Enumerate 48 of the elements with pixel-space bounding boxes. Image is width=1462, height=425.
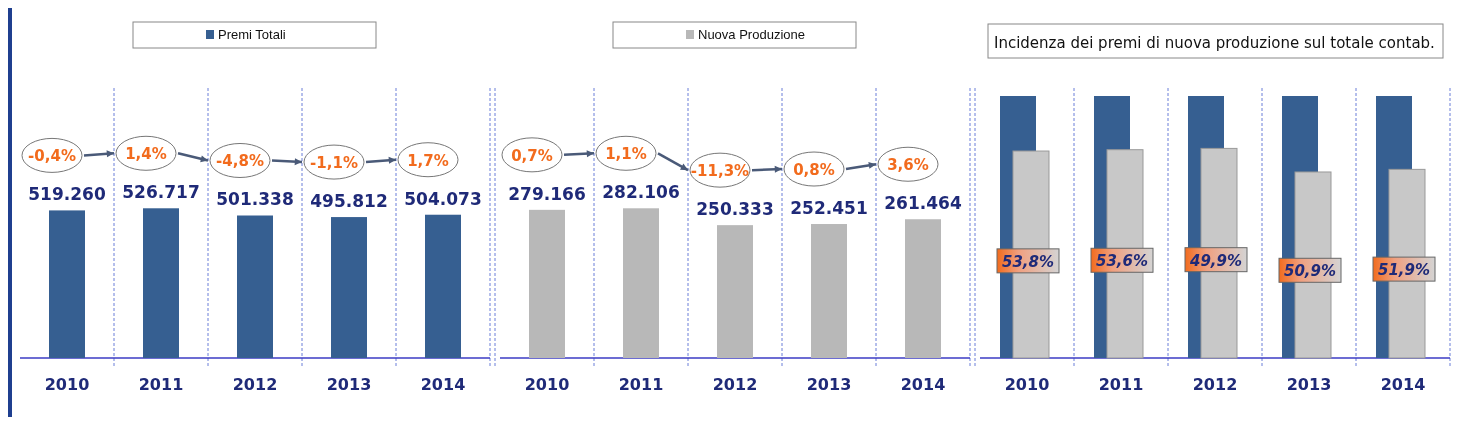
bar	[331, 217, 367, 358]
x-tick-label: 2013	[806, 375, 852, 394]
data-label: 526.717	[122, 182, 200, 203]
legend-label: Premi Totali	[218, 27, 286, 42]
text: -4,8%	[216, 152, 264, 171]
bar	[237, 215, 273, 358]
text: 3,6%	[887, 156, 929, 175]
text: 1,4%	[125, 145, 167, 164]
annotation: 53,8%	[1001, 252, 1055, 271]
data-label: 501.338	[216, 189, 294, 210]
x-tick-label: 2013	[1286, 375, 1332, 394]
x-tick-label: 2012	[1192, 375, 1238, 394]
x-tick-label: 2012	[712, 375, 758, 394]
text: -11,3%	[690, 162, 750, 181]
x-tick-label: 2011	[1098, 375, 1144, 394]
annotation: 50,9%	[1283, 262, 1337, 281]
bar	[425, 214, 461, 358]
data-label: 519.260	[28, 184, 106, 205]
bar	[143, 208, 179, 358]
data-label: 495.812	[310, 191, 388, 212]
x-tick-label: 2014	[420, 375, 466, 394]
x-tick-label: 2010	[524, 375, 570, 394]
text: 1,7%	[407, 151, 449, 170]
text: 0,8%	[793, 161, 835, 180]
x-tick-label: 2014	[1380, 375, 1426, 394]
x-tick-label: 2010	[44, 375, 90, 394]
text: 1,1%	[605, 145, 647, 164]
annotation: 53,6%	[1095, 252, 1149, 271]
x-tick-label: 2012	[232, 375, 278, 394]
data-label: 252.451	[790, 198, 868, 219]
legend-label: Nuova Produzione	[698, 27, 805, 42]
annotation: 51,9%	[1377, 261, 1431, 280]
x-tick-label: 2011	[138, 375, 184, 394]
text: -0,4%	[28, 147, 76, 166]
data-label: 261.464	[884, 193, 962, 214]
bar	[49, 210, 85, 358]
x-tick-label: 2011	[618, 375, 664, 394]
text: -1,1%	[310, 154, 358, 173]
data-label: 279.166	[508, 183, 586, 204]
x-tick-label: 2014	[900, 375, 946, 394]
annotation: 49,9%	[1188, 251, 1243, 270]
data-label: 250.333	[696, 199, 774, 220]
chart-title: Incidenza dei premi di nuova produzione sul totale contab.	[994, 34, 1435, 52]
data-label: 504.073	[404, 188, 482, 209]
data-label: 282.106	[602, 182, 680, 203]
x-tick-label: 2013	[326, 375, 372, 394]
text: 0,7%	[511, 146, 553, 165]
x-tick-label: 2010	[1004, 375, 1050, 394]
